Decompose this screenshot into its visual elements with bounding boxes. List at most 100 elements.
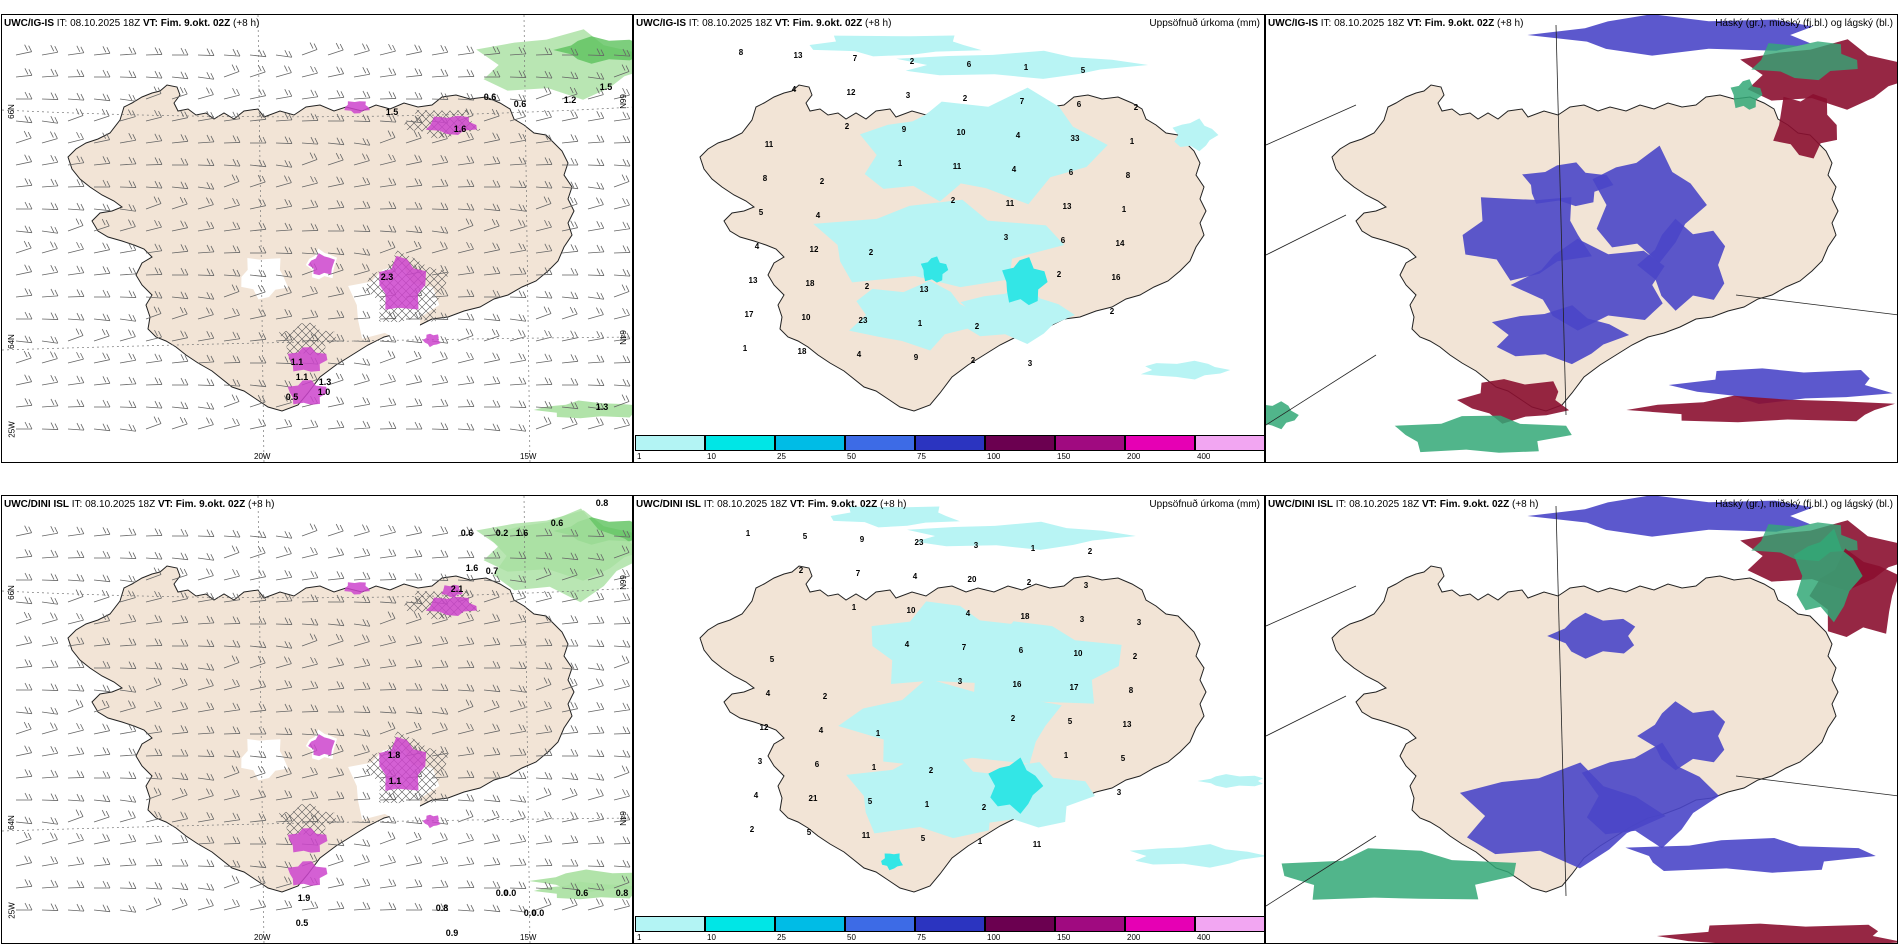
valid-time-label: VT: — [774, 18, 790, 29]
precip-amount-label: 1 — [1122, 205, 1127, 214]
hatched-area — [279, 322, 337, 356]
precip-amount-label: 14 — [1116, 239, 1125, 248]
panel-title: UWC/DINI ISL IT: 08.10.2025 18Z VT: Fim.… — [1268, 499, 1538, 510]
valid-time-label: VT: — [157, 499, 173, 510]
precip-amount-label: 18 — [806, 279, 815, 288]
precip-amount-label: 21 — [809, 794, 818, 803]
precip-light — [849, 280, 983, 351]
mid-cloud — [1491, 305, 1630, 365]
panel-wind-dini: 0.6 0.2 0.6 0.8 1.6 0.7 2.1 1.8 1.1 0.9 0.8 1.9 0.5 1… — [1, 495, 633, 944]
wind-max-label: 1.6 — [466, 563, 479, 573]
panel-title: UWC/DINI ISL IT: 08.10.2025 18Z VT: Fim.… — [4, 499, 274, 510]
precip-amount-label: 1 — [918, 319, 923, 328]
low-cloud — [1626, 395, 1895, 423]
field-legend-title: Háský (gr.), miðský (fj.bl.) og lágský (… — [1715, 18, 1893, 29]
precip-amount-label: 2 — [1110, 307, 1115, 316]
lat-label-64n: 64N — [6, 334, 16, 349]
precip-amount-label: 9 — [902, 125, 907, 134]
precip-amount-label: 4 — [792, 85, 797, 94]
colorbar-swatch — [985, 435, 1055, 451]
precip-amount-label: 2 — [823, 692, 828, 701]
lead-time: (+8 h) — [233, 18, 260, 29]
precip-amount-label: 2 — [910, 57, 915, 66]
precip-amount-label: 13 — [920, 285, 929, 294]
glacier — [241, 739, 289, 781]
precip-amount-label: 7 — [853, 54, 858, 63]
precip-light — [809, 35, 982, 57]
convective-precip — [287, 861, 328, 886]
precip-amount-label: 3 — [958, 677, 963, 686]
precip-amount-label: 11 — [1006, 199, 1015, 208]
precip-amount-label: 20 — [968, 575, 977, 584]
precip-amount-label: 33 — [1071, 134, 1080, 143]
wind-max-label: 0.6 — [551, 518, 564, 528]
wind-max-label: 0.5 — [286, 392, 299, 402]
precip-light — [906, 87, 1108, 205]
colorbar-tick: 150 — [1057, 933, 1071, 942]
high-cloud — [1394, 415, 1572, 453]
colorbar-swatch — [1125, 916, 1195, 932]
precip-amount-label: 10 — [802, 313, 811, 322]
wind-max-label: 1.3 — [596, 402, 609, 412]
boundary-lines — [1266, 505, 1897, 907]
precip-amount-label: 4 — [766, 689, 771, 698]
precip-light — [951, 621, 1122, 704]
precip-amount-label: 23 — [859, 316, 868, 325]
colorbar-swatch — [915, 435, 985, 451]
init-time: 08.10.2025 18Z — [702, 18, 773, 29]
colorbar-tick: 1 — [637, 933, 642, 942]
lead-time: (+8 h) — [1512, 499, 1539, 510]
colorbar-swatch — [915, 916, 985, 932]
valid-time-label: VT: — [142, 18, 158, 29]
precip-amount-label: 1 — [898, 159, 903, 168]
precip-amount-label: 1 — [872, 763, 877, 772]
wind-max-label: 1.9 — [298, 893, 311, 903]
high-cloud — [1730, 79, 1763, 110]
precip-amount-label: 17 — [745, 310, 754, 319]
wind-max-label: 1.6 — [516, 528, 529, 538]
colorbar-tick: 10 — [707, 933, 716, 942]
wind-max-label: 0.5 — [296, 918, 309, 928]
colorbar-swatch — [1125, 435, 1195, 451]
colorbar-swatch — [635, 435, 705, 451]
precip-amount-label: 5 — [868, 797, 873, 806]
wind-max-label: 0.2 — [496, 528, 509, 538]
mid-cloud — [1527, 15, 1813, 56]
precip-amount-label: 2 — [1088, 547, 1093, 556]
precip-amount-label: 8 — [1126, 171, 1131, 180]
panel-precip-dini: 1 2 1 4 3 2 1 3 2 5 7 10 7 16 5 5 4 5 9 4 4 6 17 13 3 21 11 23 20 18 1… — [633, 495, 1265, 944]
wind-max-label: 0.6 — [576, 888, 589, 898]
model-source: UWC/DINI ISL — [636, 499, 701, 510]
colorbar-tick: 100 — [987, 933, 1001, 942]
iceland-landmass — [67, 565, 575, 893]
colorbar-tick: 150 — [1057, 452, 1071, 461]
panel-wind-igis: 0.6 0.6 1.2 1.5 1.3 1.5 1.6 2.3 1.1 1.1 0.5 1.0 1.3 2… — [1, 14, 633, 463]
precip-amount-label: 1 — [1064, 751, 1069, 760]
colorbar-swatch — [1055, 916, 1125, 932]
valid-time: Fim. 9.okt. 02Z — [160, 18, 231, 29]
colorbar-tick: 100 — [987, 452, 1001, 461]
precip-light — [1129, 844, 1264, 868]
convective-precip — [287, 828, 328, 853]
precip-amount-label: 12 — [760, 723, 769, 732]
wind-max-label: 0.6 — [514, 99, 527, 109]
precip-amount-label: 1 — [852, 603, 857, 612]
colorbar-swatch — [985, 916, 1055, 932]
colorbar-swatch — [845, 916, 915, 932]
colorbar-tick: 400 — [1197, 933, 1211, 942]
precip-moderate — [920, 256, 949, 283]
convective-precip — [287, 380, 328, 405]
precip-amount-label: 9 — [914, 353, 919, 362]
mid-cloud — [1581, 742, 1720, 849]
colorbar-tick: 75 — [917, 933, 926, 942]
precip-amount-label: 2 — [971, 356, 976, 365]
wind-barbs — [15, 42, 631, 432]
panel-title: UWC/IG-IS IT: 08.10.2025 18Z VT: Fim. 9.… — [636, 18, 891, 29]
colorbar-swatch — [1055, 435, 1125, 451]
lon-label-20w: 20W — [254, 452, 271, 461]
field-legend-title: Háský (gr.), miðský (fj.bl.) og lágský (… — [1715, 499, 1893, 510]
precip-amount-label: 5 — [770, 655, 775, 664]
init-time: 08.10.2025 18Z — [1349, 499, 1420, 510]
precip-amount-label: 11 — [953, 162, 962, 171]
high-cloud — [1793, 528, 1863, 623]
